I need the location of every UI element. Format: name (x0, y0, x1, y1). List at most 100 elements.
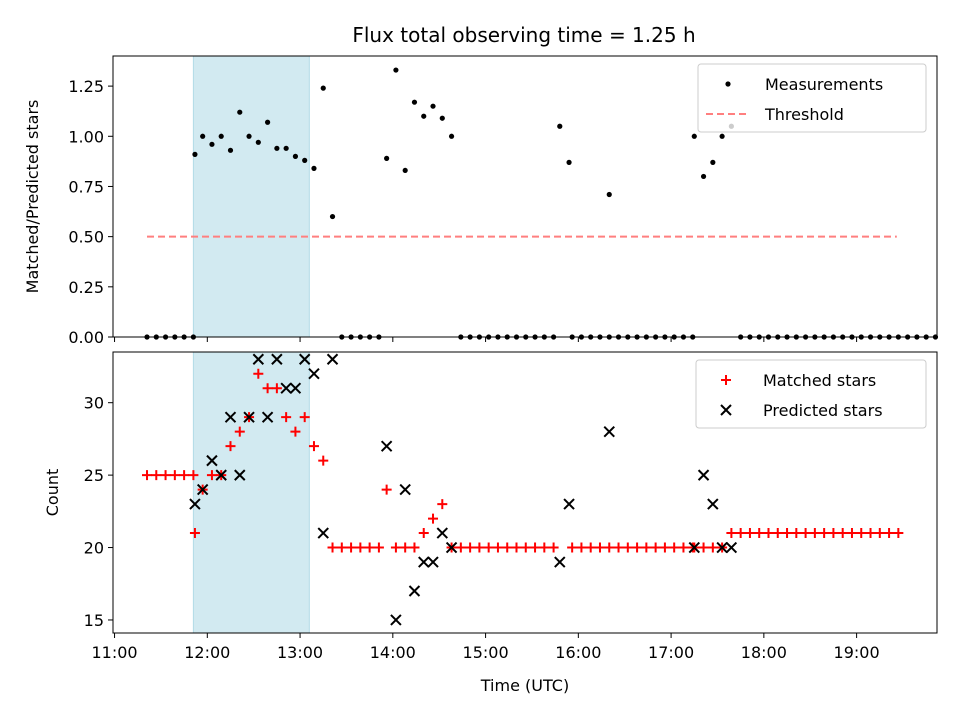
matched-star-marker (409, 542, 420, 553)
predicted-star-marker (308, 368, 320, 380)
matched-star-marker (502, 542, 513, 553)
legend-box (695, 359, 927, 429)
x-tick-label: 12:00 (184, 643, 230, 662)
matched-star-marker (290, 426, 301, 437)
matched-star-marker (336, 542, 347, 553)
y-tick-label: 1.00 (68, 127, 104, 146)
matched-star-marker (613, 542, 624, 553)
predicted-star-marker (261, 411, 274, 423)
matched-star-marker (530, 542, 541, 553)
matched-star-marker (437, 499, 448, 510)
matched-star-marker (622, 542, 633, 553)
matched-star-marker (373, 542, 384, 553)
y-tick-label: 20 (84, 539, 104, 558)
top-observing-window (192, 55, 310, 338)
matched-star-marker (308, 441, 319, 452)
predicted-star-marker (206, 454, 218, 467)
matched-star-marker (179, 470, 190, 481)
matched-star-marker (318, 455, 329, 466)
matched-star-marker (355, 542, 366, 553)
matched-star-marker (539, 542, 550, 553)
predicted-star-marker (289, 382, 302, 394)
predicted-star-marker (390, 614, 402, 626)
matched-star-marker (567, 542, 578, 553)
matched-star-marker (418, 528, 429, 539)
matched-star-marker (837, 528, 848, 539)
x-tick-label: 17:00 (648, 643, 694, 662)
top-y-ticks: 0.00 0.25 0.50 0.75 1.00 1.25 (68, 77, 113, 347)
measurement-point (311, 165, 317, 171)
matched-star-marker (707, 542, 718, 553)
matched-star-marker (400, 542, 411, 553)
top-legend: Measurements Threshold (697, 63, 927, 133)
predicted-star-marker (725, 541, 738, 554)
predicted-star-marker (408, 585, 421, 597)
x-axis-label: Time (UTC) (480, 676, 569, 695)
measurement-point (264, 119, 271, 125)
matched-star-marker (874, 528, 885, 539)
matched-star-marker (641, 542, 652, 553)
legend-matched-marker (721, 375, 731, 385)
measurement-point (719, 133, 725, 139)
matched-star-marker (650, 542, 661, 553)
matched-star-marker (669, 542, 680, 553)
matched-star-marker (856, 528, 867, 539)
predicted-star-marker (215, 469, 227, 481)
matched-star-marker (865, 528, 876, 539)
legend-label: Predicted stars (763, 401, 883, 420)
predicted-star-marker (603, 425, 615, 438)
top-plot-frame (112, 55, 938, 338)
predicted-star-marker (445, 541, 458, 554)
measurement-point (237, 109, 243, 115)
measurement-point (700, 173, 707, 180)
predicted-star-marker (298, 353, 311, 365)
matched-star-marker (262, 383, 273, 394)
measurement-point (302, 157, 308, 163)
matched-star-marker (346, 542, 357, 553)
predicted-star-marker (418, 556, 430, 568)
matched-star-marker (576, 542, 587, 553)
y-tick-label: 30 (84, 394, 104, 413)
matched-star-marker (520, 542, 531, 553)
measurement-point (200, 133, 206, 139)
x-tick-label: 19:00 (834, 643, 880, 662)
matched-star-marker (188, 470, 199, 481)
matched-star-marker (511, 542, 522, 553)
measurement-point (227, 147, 234, 153)
predicted-star-marker (688, 541, 700, 554)
top-panel: 0.00 0.25 0.50 0.75 1.00 1.25 Matched/Predict… (23, 55, 939, 347)
x-tick-label: 15:00 (463, 643, 509, 662)
measurement-point (402, 167, 408, 174)
measurement-point (274, 145, 280, 151)
matched-star-marker (206, 470, 217, 481)
matched-star-marker (225, 441, 236, 452)
predicted-star-marker (697, 469, 710, 481)
y-tick-label: 25 (84, 466, 104, 485)
measurement-point (246, 133, 252, 139)
bottom-plot-frame (112, 351, 938, 634)
measurement-point (320, 85, 326, 91)
top-x-ticks (114, 337, 858, 342)
matched-star-marker (726, 528, 737, 539)
matched-star-marker (604, 542, 615, 553)
matched-star-marker (548, 542, 559, 553)
matched-star-marker (800, 528, 811, 539)
figure-title: Flux total observing time = 1.25 h (352, 23, 695, 47)
matched-star-marker (151, 470, 162, 481)
matched-stars-points (142, 368, 904, 553)
measurement-point (448, 133, 455, 139)
matched-star-marker (169, 470, 180, 481)
x-tick-label: 18:00 (741, 643, 787, 662)
matched-star-marker (632, 542, 643, 553)
legend-label: Measurements (765, 75, 883, 94)
measurement-point (566, 159, 572, 165)
matched-star-marker (819, 528, 830, 539)
predicted-star-marker (563, 498, 575, 510)
matched-star-marker (754, 528, 765, 539)
predicted-star-marker (554, 556, 566, 568)
measurement-point (192, 151, 198, 157)
matched-star-marker (772, 528, 783, 539)
matched-star-marker (428, 513, 439, 524)
matched-star-marker (271, 383, 282, 394)
matched-star-marker (659, 542, 670, 553)
